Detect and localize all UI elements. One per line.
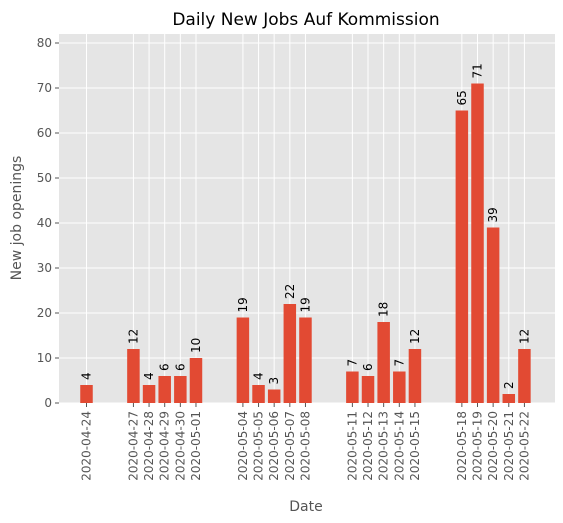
bar-value-label: 12 bbox=[517, 329, 531, 344]
bar-value-label: 65 bbox=[455, 90, 469, 105]
bar-value-label: 7 bbox=[392, 359, 406, 367]
x-axis-ticks: 2020-04-24 2020-04-27 2020-04-28 2020-04-29… bbox=[80, 403, 531, 481]
bar-value-label: 12 bbox=[408, 329, 422, 344]
bar-value-label: 12 bbox=[126, 329, 140, 344]
bar-value-label: 18 bbox=[377, 302, 391, 317]
bar bbox=[299, 317, 312, 403]
y-tick-label: 40 bbox=[37, 216, 52, 230]
bar bbox=[267, 389, 281, 403]
y-tick-label: 60 bbox=[37, 126, 52, 140]
bar bbox=[377, 322, 390, 403]
bar bbox=[471, 83, 484, 403]
bar bbox=[502, 394, 516, 403]
bar bbox=[361, 376, 375, 403]
bar-value-label: 10 bbox=[189, 338, 203, 353]
bar bbox=[127, 349, 140, 403]
bar bbox=[393, 371, 406, 403]
bar bbox=[518, 349, 531, 403]
bar bbox=[189, 358, 203, 403]
x-tick-label: 2020-04-30 bbox=[173, 411, 187, 481]
bar bbox=[142, 385, 156, 403]
bar bbox=[236, 317, 250, 403]
y-axis-label: New job openings bbox=[9, 156, 25, 281]
y-tick-label: 50 bbox=[37, 171, 52, 185]
x-tick-label: 2020-05-22 bbox=[517, 411, 531, 481]
y-tick-label: 20 bbox=[37, 306, 52, 320]
x-tick-label: 2020-05-20 bbox=[486, 411, 500, 481]
y-tick-label: 30 bbox=[37, 261, 52, 275]
bar-value-label: 2 bbox=[502, 381, 516, 389]
bar-value-label: 4 bbox=[80, 372, 94, 380]
bar-value-label: 6 bbox=[158, 363, 172, 371]
bar bbox=[486, 227, 500, 403]
x-tick-label: 2020-05-18 bbox=[455, 411, 469, 481]
bar-value-label: 3 bbox=[267, 377, 281, 385]
bar bbox=[174, 376, 187, 403]
x-tick-label: 2020-05-14 bbox=[392, 411, 406, 481]
bar bbox=[158, 376, 171, 403]
bar bbox=[455, 110, 469, 403]
x-tick-label: 2020-05-13 bbox=[377, 411, 391, 481]
x-tick-label: 2020-04-29 bbox=[158, 411, 172, 481]
bars bbox=[80, 83, 531, 403]
bar-value-label: 6 bbox=[173, 363, 187, 371]
bar-value-label: 7 bbox=[345, 359, 359, 367]
x-tick-label: 2020-05-15 bbox=[408, 411, 422, 481]
bar-value-label: 4 bbox=[252, 372, 266, 380]
y-tick-label: 10 bbox=[37, 351, 52, 365]
y-axis-ticks: 0 10 20 30 40 50 60 70 80 bbox=[37, 36, 59, 410]
x-tick-label: 2020-05-06 bbox=[267, 411, 281, 481]
bar bbox=[346, 371, 359, 403]
x-tick-label: 2020-05-21 bbox=[502, 411, 516, 481]
chart-title: Daily New Jobs Auf Kommission bbox=[172, 10, 439, 30]
bar bbox=[408, 349, 422, 403]
bar bbox=[252, 385, 265, 403]
x-tick-label: 2020-05-05 bbox=[252, 411, 266, 481]
x-tick-label: 2020-04-28 bbox=[142, 411, 156, 481]
bar bbox=[80, 385, 93, 403]
x-tick-label: 2020-04-27 bbox=[126, 411, 140, 481]
bar-value-label: 6 bbox=[361, 363, 375, 371]
bar-value-label: 4 bbox=[142, 372, 156, 380]
bar bbox=[283, 304, 297, 403]
bar-value-label: 19 bbox=[236, 297, 250, 312]
x-tick-label: 2020-05-19 bbox=[471, 411, 485, 481]
x-tick-label: 2020-05-04 bbox=[236, 411, 250, 481]
x-tick-label: 2020-05-01 bbox=[189, 411, 203, 481]
bar-value-label: 22 bbox=[283, 284, 297, 299]
x-tick-label: 2020-05-08 bbox=[298, 411, 312, 481]
x-tick-label: 2020-05-07 bbox=[283, 411, 297, 481]
x-tick-label: 2020-04-24 bbox=[80, 411, 94, 481]
bar-value-label: 71 bbox=[471, 63, 485, 78]
x-tick-label: 2020-05-11 bbox=[345, 411, 359, 481]
x-axis-label: Date bbox=[289, 499, 322, 515]
y-tick-label: 70 bbox=[37, 81, 52, 95]
x-tick-label: 2020-05-12 bbox=[361, 411, 375, 481]
bar-value-label: 19 bbox=[298, 297, 312, 312]
y-tick-label: 0 bbox=[44, 396, 52, 410]
bar-value-label: 39 bbox=[486, 207, 500, 222]
y-tick-label: 80 bbox=[37, 36, 52, 50]
